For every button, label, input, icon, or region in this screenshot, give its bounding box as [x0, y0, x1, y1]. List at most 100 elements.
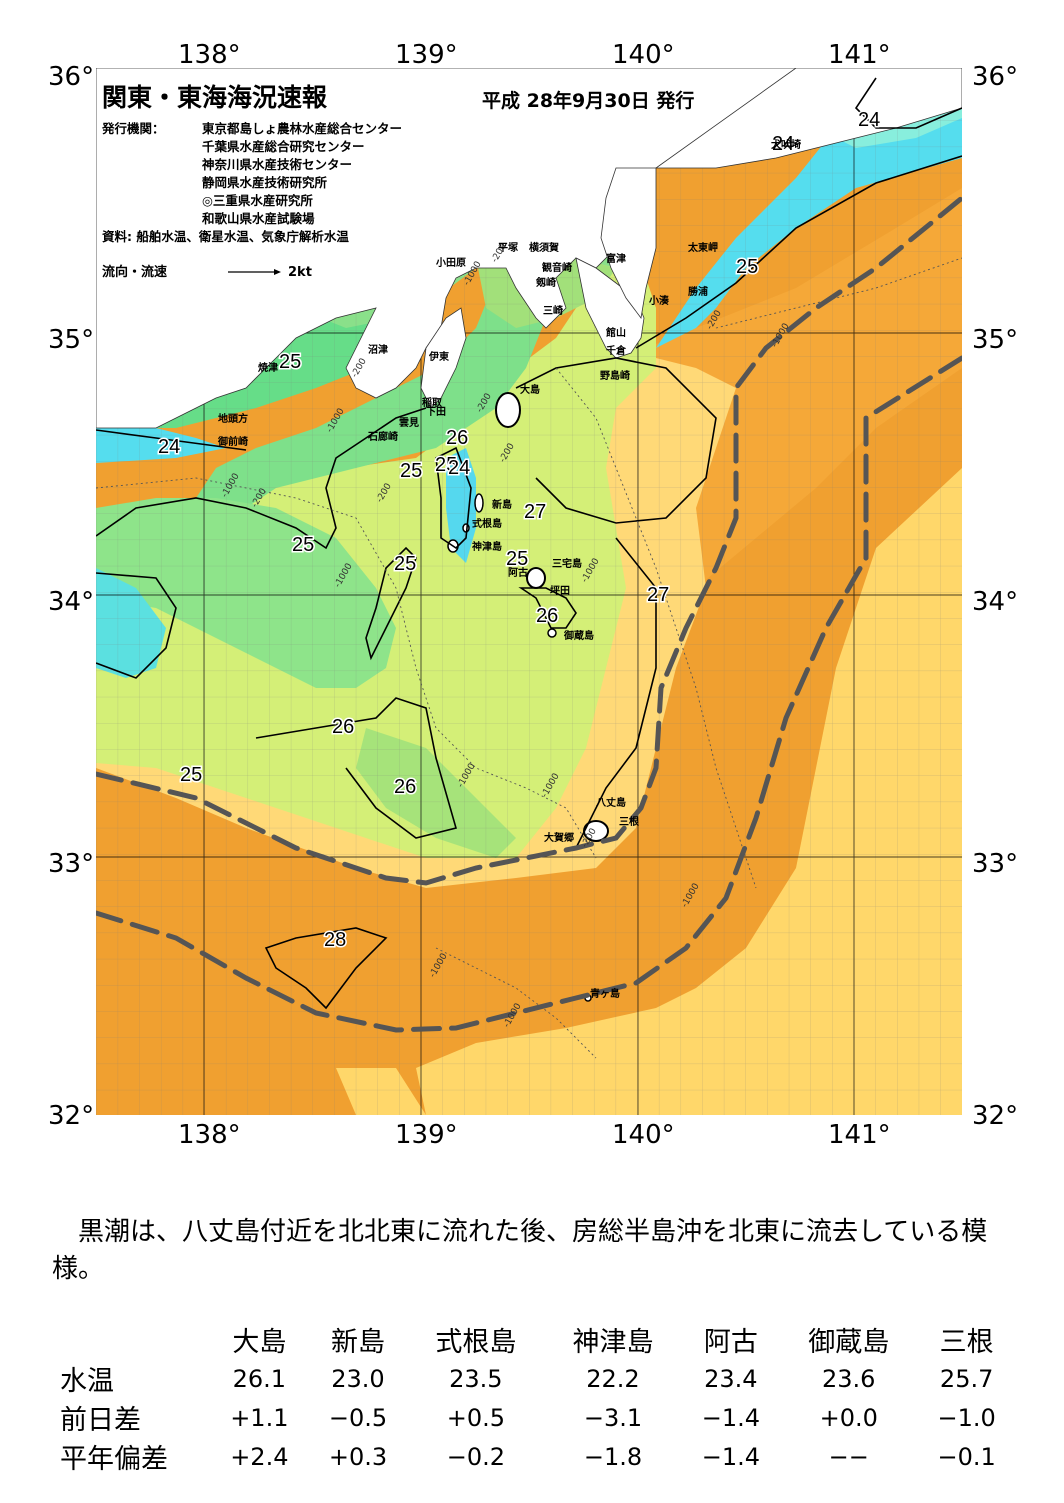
place-name-label: 大島: [520, 383, 540, 396]
kuroshio-commentary: 黒潮は、八丈島付近を北北東に流れた後、房総半島沖を北東に流去している模様。: [52, 1217, 988, 1284]
table-cell: 23.0: [331, 1364, 385, 1393]
station-header: 御蔵島: [808, 1327, 890, 1358]
isotherm-26-south: [255, 697, 457, 839]
table-cell: −−: [828, 1442, 869, 1471]
isotherm-label: 25: [292, 534, 314, 556]
isotherm-label: 25: [180, 764, 202, 786]
place-name-label: 大賀郷: [544, 831, 574, 844]
isotherm-25-sw: [96, 572, 177, 679]
isotherm-label: 24: [158, 436, 180, 458]
place-name-label: 横須賀: [529, 241, 559, 254]
isotherm-label: 24: [448, 457, 470, 479]
table-cell: 23.5: [449, 1364, 503, 1393]
island-niijima: [474, 493, 484, 513]
isotherm-label: 25: [279, 351, 301, 373]
table-row: 水温 26.1 23.0 23.5 22.2 23.4 23.6 25.7: [56, 1359, 1016, 1398]
place-name-label: 三宅島: [552, 557, 582, 570]
table-cell: +0.5: [446, 1403, 505, 1432]
isotherm-26-north: [515, 357, 717, 524]
place-name-label: 稲取: [422, 396, 443, 409]
place-name-label: 三崎: [543, 304, 563, 317]
place-name-label: 平塚: [498, 241, 518, 254]
table-cell: +0.3: [328, 1442, 388, 1471]
issuer-4: 静岡県水産技術研究所: [202, 175, 328, 190]
table-header-row: 大島 新島 式根島 神津島 阿古 御蔵島 三根: [56, 1320, 1016, 1359]
kuroshio-path-south: [96, 355, 962, 1033]
table-cell: −0.5: [328, 1403, 388, 1432]
place-name-label: 小湊: [648, 294, 670, 307]
isotherm-label: 25: [394, 553, 416, 575]
station-temperature-table: 大島 新島 式根島 神津島 阿古 御蔵島 三根 水温 26.1 23.0 23.…: [56, 1320, 1016, 1476]
lat-label-33-right: 33°: [972, 849, 1019, 879]
place-name-label: 石廊崎: [367, 430, 398, 443]
place-name-label: 焼津: [258, 361, 278, 374]
table-row: 平年偏差 +2.4 +0.3 −0.2 −1.8 −1.4 −− −0.1: [56, 1437, 1016, 1476]
isotherm-25-mid: [365, 546, 417, 661]
station-header: 大島: [232, 1327, 287, 1358]
place-name-label: 野島崎: [600, 369, 630, 382]
isotherm-label: 25: [506, 548, 528, 570]
table-cell: −3.1: [583, 1403, 643, 1432]
place-name-label: 神津島: [472, 540, 502, 553]
lat-label-36-right: 36°: [972, 62, 1019, 92]
place-name-label: 地頭方: [218, 412, 248, 425]
place-name-label: 阿古: [508, 566, 528, 579]
island-miyakejima: [526, 567, 546, 589]
isotherm-label: 25: [736, 256, 758, 278]
sea-temperature-map: 24 24 24 25 25 25 25 25 25 25 26 26 26 26 27 27 28 24 25 -…: [96, 68, 962, 1115]
table-cell: 25.7: [939, 1364, 994, 1393]
isotherm-24-west: [96, 429, 247, 451]
lat-label-33-left: 33°: [48, 849, 95, 879]
lon-label-141-bottom: 141°: [828, 1120, 891, 1150]
isotherm-25-west: [96, 407, 427, 550]
table-row: 前日差 +1.1 −0.5 +0.5 −3.1 −1.4 +0.0 −1.0: [56, 1398, 1016, 1437]
kuroshio-path-north: [96, 195, 962, 886]
lon-label-139-bottom: 139°: [395, 1120, 458, 1150]
place-name-label: 新島: [492, 498, 512, 511]
isotherm-label: 26: [394, 776, 416, 798]
lon-label-138-top: 138°: [178, 40, 241, 70]
issuer-3: 神奈川県水産技術センター: [202, 157, 353, 172]
isotherm-27: [575, 537, 657, 849]
lat-label-34-right: 34°: [972, 587, 1019, 617]
row-label-anomaly: 平年偏差: [60, 1444, 168, 1475]
table-cell: −1.0: [937, 1403, 996, 1432]
place-name-label: 三根: [619, 815, 639, 828]
row-label-water-temp: 水温: [60, 1366, 114, 1397]
place-name-label: 坪田: [550, 584, 570, 597]
table-cell: −1.4: [701, 1442, 760, 1471]
place-name-label: 雲見: [399, 417, 419, 429]
lon-label-140-top: 140°: [612, 40, 675, 70]
place-name-label: 犬吠埼: [771, 138, 801, 151]
place-name-label: 沼津: [368, 343, 388, 356]
place-name-label: 小田原: [435, 256, 466, 269]
station-header: 神津島: [572, 1327, 654, 1358]
lat-label-32-right: 32°: [972, 1101, 1019, 1131]
table-cell: 23.6: [822, 1364, 876, 1393]
isotherm-label: 24: [858, 109, 880, 131]
isotherm-25-miyake: [518, 587, 577, 629]
land-boso-east: [654, 68, 962, 169]
table-cell: 26.1: [232, 1364, 287, 1393]
table-cell: 22.2: [586, 1364, 640, 1393]
table-cell: 23.4: [704, 1364, 758, 1393]
row-label-day-diff: 前日差: [60, 1405, 141, 1436]
lon-label-141-top: 141°: [828, 40, 891, 70]
place-name-label: 剱崎: [535, 276, 556, 289]
place-name-label: 千倉: [606, 344, 627, 357]
place-name-label: 御前崎: [217, 435, 248, 448]
island-mikurajima: [547, 628, 557, 638]
issue-date: 平成 28年9月30日 発行: [482, 90, 695, 112]
place-name-label: 館山: [605, 326, 626, 339]
place-name-label: 勝浦: [688, 285, 708, 298]
lat-label-35-right: 35°: [972, 325, 1019, 355]
isotherm-label: 24: [772, 133, 794, 155]
issuer-6: 和歌山県水産試験場: [202, 211, 315, 226]
isotherm-label: 25: [400, 460, 422, 482]
place-name-label: 八丈島: [595, 796, 626, 809]
table-cell: +2.4: [230, 1442, 289, 1471]
station-header: 阿古: [703, 1327, 758, 1358]
place-name-label: 式根島: [472, 517, 502, 530]
isotherm-24-ne: [854, 77, 962, 129]
lon-label-140-bottom: 140°: [612, 1120, 675, 1150]
